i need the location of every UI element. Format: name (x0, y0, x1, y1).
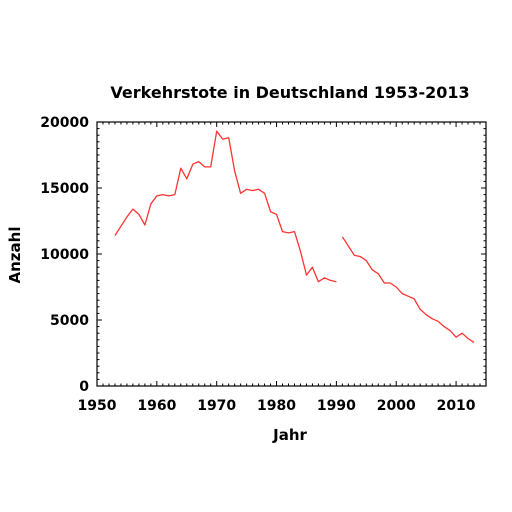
x-tick-labels: 1950 1960 1970 1980 1990 2000 2010 (78, 398, 476, 414)
x-tick-label: 1970 (197, 398, 236, 414)
x-tick-label: 1950 (78, 398, 117, 414)
y-tick-label: 5000 (50, 313, 89, 329)
plot-area (96, 121, 487, 387)
x-tick-label: 2000 (377, 398, 416, 414)
series-line-segment-2 (341, 236, 475, 343)
x-tick-label: 1980 (257, 398, 296, 414)
series-lines (114, 130, 475, 343)
chart-title: Verkehrstote in Deutschland 1953-2013 (110, 83, 469, 102)
y-tick-label: 15000 (40, 181, 89, 197)
x-tick-label: 1990 (317, 398, 356, 414)
axis-ticks (96, 121, 487, 387)
x-tick-label: 2010 (437, 398, 476, 414)
y-tick-labels: 0 5000 10000 15000 20000 (40, 115, 89, 395)
y-tick-label: 0 (79, 379, 89, 395)
series-line-segment-1 (114, 130, 337, 283)
y-axis-label: Anzahl (6, 227, 24, 284)
x-tick-label: 1960 (137, 398, 176, 414)
x-axis-label: Jahr (272, 426, 307, 444)
y-tick-label: 10000 (40, 247, 89, 263)
y-tick-label: 20000 (40, 115, 89, 131)
